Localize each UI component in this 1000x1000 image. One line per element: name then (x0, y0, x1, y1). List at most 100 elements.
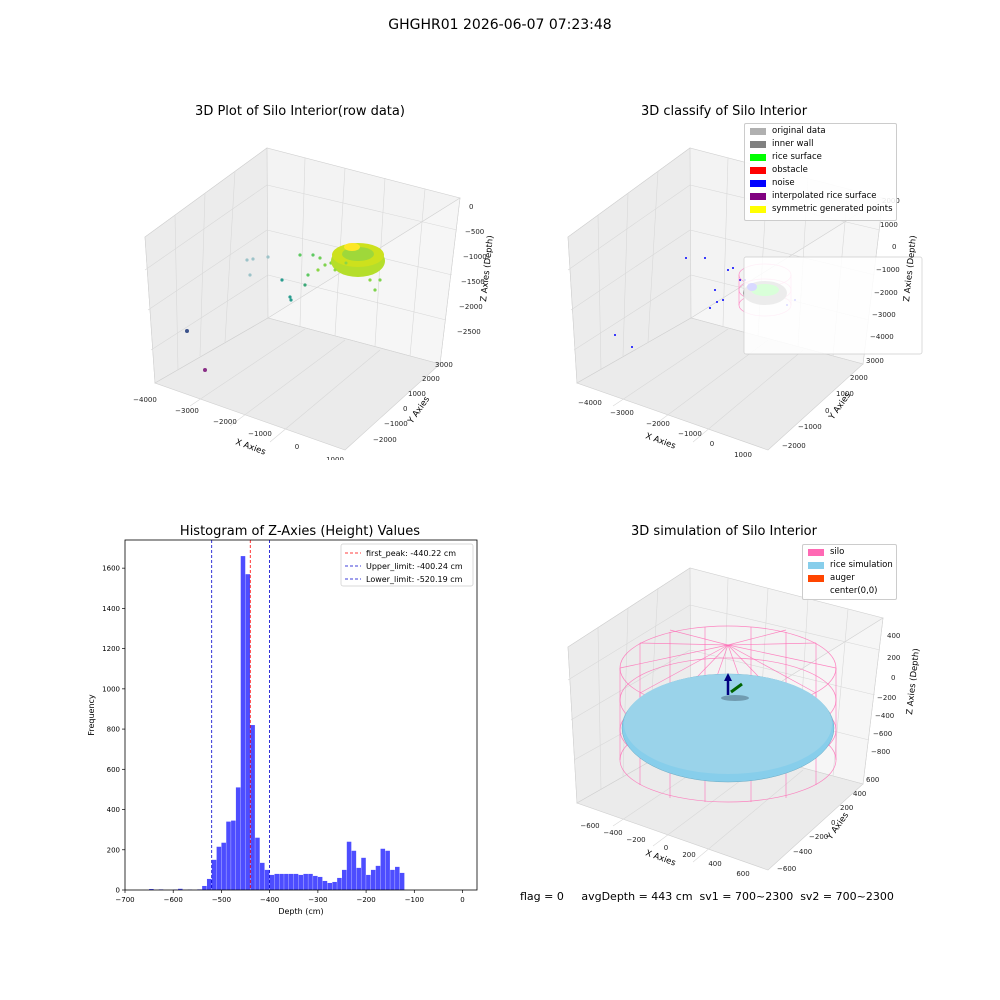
panel2-x-label: X Axies (644, 431, 677, 451)
legend-label-original: original data (772, 126, 826, 136)
panel1-3d-scatter: −4000 −3000 −2000 −1000 0 1000 X Axies −… (133, 147, 496, 460)
histogram-bar (390, 869, 395, 890)
histogram-bar (395, 866, 400, 890)
panel2-z-tick: −2000 (874, 289, 898, 297)
histogram-bar (235, 787, 241, 890)
legend-label-inner-wall: inner wall (772, 139, 814, 149)
panel1-x-tick: 0 (295, 443, 299, 451)
panel1-x-tick: −2000 (213, 418, 237, 426)
panel2-y-tick: 0 (825, 407, 829, 415)
panel2-x-tick: 0 (710, 440, 714, 448)
panel4-x-label: X Axies (644, 848, 677, 868)
histogram-bar (284, 873, 289, 890)
histogram-bar (375, 865, 381, 890)
panel2-y-tick: −2000 (782, 442, 806, 450)
panel2-x-tick: −1000 (678, 430, 702, 438)
legend-label-rice-simulation: rice simulation (830, 560, 893, 570)
panel2-x-tick: −2000 (646, 420, 670, 428)
histogram-bar (245, 574, 251, 890)
histogram-bar (178, 888, 183, 890)
panel1-z-tick: −2000 (459, 303, 483, 311)
histogram-bar (211, 859, 217, 890)
panel2-x-tick: 1000 (734, 451, 752, 459)
panel4-z-label: Z Axies (Depth) (905, 648, 922, 715)
histogram-bar (308, 873, 313, 890)
histogram-bar (380, 848, 386, 890)
legend-label-interpolated: interpolated rice surface (772, 191, 877, 201)
panel4-y-tick: −600 (777, 865, 796, 873)
histogram-x-tick: −300 (308, 896, 327, 904)
histogram-bar (346, 841, 352, 890)
histogram-legend-label: Lower_limit: -520.19 cm (366, 575, 463, 584)
panel1-x-tick: −1000 (248, 430, 272, 438)
histogram-legend-label: first_peak: -440.22 cm (366, 549, 456, 558)
histogram-y-label: Frequency (87, 694, 96, 736)
panel3-title: Histogram of Z-Axies (Height) Values (179, 524, 421, 539)
panel1-axes-box (144, 147, 461, 451)
histogram-y-tick: 1400 (102, 605, 120, 613)
legend-label-noise: noise (772, 178, 795, 188)
status-footer: flag = 0 avgDepth = 443 cm sv1 = 700~230… (520, 890, 894, 903)
histogram-bar (332, 881, 337, 890)
legend-swatch-original (750, 128, 766, 135)
histogram-bar (399, 872, 405, 890)
panel2-y-ticks: −2000 −1000 0 1000 2000 3000 (782, 357, 884, 450)
figure-title: GHGHR01 2026-06-07 07:23:48 (388, 17, 612, 33)
panel4-x-ticks: −600 −400 −200 0 200 400 600 (580, 822, 749, 878)
histogram-bar (361, 857, 366, 890)
histogram-bar (356, 867, 361, 890)
panel4-y-tick: 0 (831, 819, 835, 827)
histogram-bar (293, 873, 299, 890)
panel2-x-tick: −4000 (578, 399, 602, 407)
panel4-3d-simulation: −600 −400 −200 0 200 400 600 X Axies −60… (567, 567, 922, 878)
panel1-y-tick: 1000 (408, 390, 426, 398)
panel2-legend-box: original data inner wall rice surface ob… (744, 123, 897, 221)
panel2-z-tick: 0 (892, 243, 896, 251)
panel1-y-label: Y Axies (406, 394, 433, 426)
panel1-y-ticks: −2000 −1000 0 1000 2000 3000 (373, 361, 453, 444)
legend-label-center: center(0,0) (830, 586, 878, 596)
panel2-y-tick: 3000 (866, 357, 884, 365)
panel1-x-label: X Axies (234, 437, 267, 457)
panel1-x-tick: −4000 (133, 396, 157, 404)
panel1-z-tick: −1500 (461, 278, 485, 286)
histogram-y-tick: 600 (107, 766, 120, 774)
panel4-z-tick: −800 (871, 748, 890, 756)
histogram-x-tick: 0 (460, 896, 464, 904)
panel4-y-tick: 600 (866, 776, 879, 784)
panel1-title: 3D Plot of Silo Interior(row data) (195, 104, 405, 119)
histogram-bar (303, 873, 308, 890)
panel2-title: 3D classify of Silo Interior (640, 104, 808, 119)
histogram-x-tick: −700 (115, 896, 134, 904)
legend-swatch-rice-surface (750, 154, 766, 161)
panel4-z-ticks: 400 200 0 −200 −400 −600 −800 (871, 632, 900, 756)
histogram-bar (279, 873, 284, 890)
histogram-legend: first_peak: -440.22 cm Upper_limit: -400.… (340, 543, 474, 587)
legend-label-obstacle: obstacle (772, 165, 808, 175)
legend-swatch-inner-wall (750, 141, 766, 148)
legend-swatch-silo (808, 549, 824, 556)
legend-swatch-auger (808, 575, 824, 582)
panel4-z-tick: −200 (877, 694, 896, 702)
histogram-bar (250, 725, 255, 890)
histogram-y-tick: 1000 (102, 685, 120, 693)
panel4-z-tick: 0 (891, 674, 895, 682)
panel2-x-ticks: −4000 −3000 −2000 −1000 0 1000 (578, 399, 752, 459)
panel1-y-tick: 2000 (422, 375, 440, 383)
histogram-x-tick: −600 (164, 896, 183, 904)
histogram-bar (341, 869, 347, 890)
histogram-x-tick: −500 (212, 896, 231, 904)
histogram-bar (221, 842, 226, 890)
panel4-x-tick: −200 (626, 836, 645, 844)
panel2-z-tick: 1000 (880, 221, 898, 229)
histogram-bar (231, 820, 236, 890)
panel1-data-points (185, 243, 385, 372)
histogram-x-label: Depth (cm) (278, 907, 323, 916)
panel3-histogram: −700 −600 −500 −400 −300 −200 −100 0 0 200 400 600… (87, 539, 478, 916)
panel4-y-tick: 200 (840, 804, 853, 812)
panel4-y-tick: 400 (853, 790, 866, 798)
panel1-x-ticks: −4000 −3000 −2000 −1000 0 1000 (133, 396, 344, 460)
panel4-x-tick: −400 (603, 829, 622, 837)
panel1-x-tick: −3000 (175, 407, 199, 415)
histogram-bars (149, 556, 405, 890)
